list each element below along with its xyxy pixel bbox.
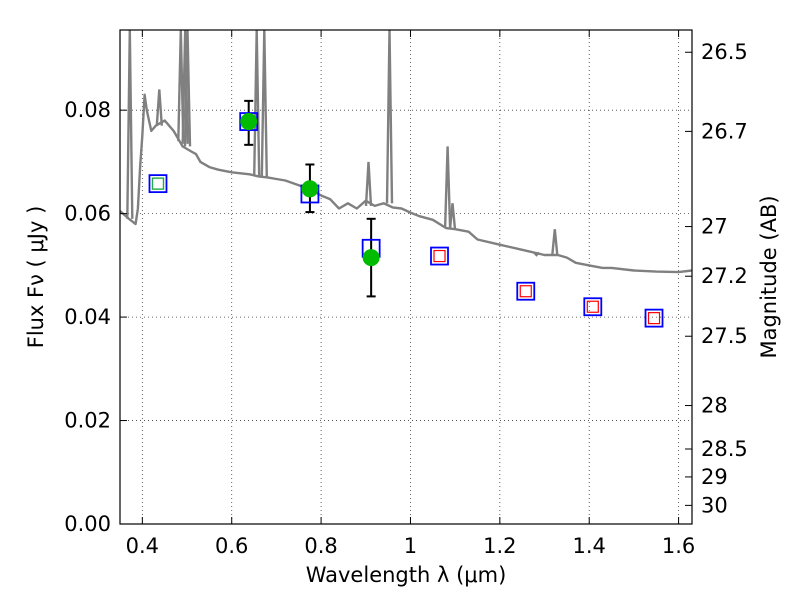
y-tick-label: 0.04 (64, 305, 111, 329)
y-tick-label: 0.00 (64, 512, 111, 536)
y-tick-label: 0.06 (64, 202, 111, 226)
observed-flux-point (301, 180, 319, 198)
y2-tick-label: 30 (701, 493, 728, 517)
model-spectrum-line (120, 93, 692, 274)
inner-marker-green (151, 177, 165, 190)
emission-line (253, 30, 261, 177)
x-tick-label: 1 (404, 534, 417, 558)
y2-tick-label: 26.7 (701, 119, 748, 143)
y2-axis-title: Magnitude (AB) (757, 195, 781, 358)
y-axis-title: Flux Fν ( μJy ) (24, 206, 48, 349)
inner-marker-red (519, 285, 532, 298)
emission-line (155, 89, 163, 126)
emission-line (260, 30, 268, 178)
x-tick-label: 0.4 (126, 534, 159, 558)
inner-marker-red (586, 300, 599, 313)
model-photometry-marker (644, 308, 664, 328)
emission-line (533, 251, 540, 257)
observed-flux-point (362, 249, 380, 267)
emission-line (448, 203, 457, 230)
emission-line (385, 30, 394, 204)
y2-tick-label: 27.2 (701, 264, 748, 288)
x-tick-label: 1.4 (573, 534, 606, 558)
y-tick-label: 0.02 (64, 409, 111, 433)
inner-marker-red (433, 249, 446, 263)
x-axis-title: Wavelength λ (μm) (306, 563, 507, 587)
y-tick-label: 0.08 (64, 98, 111, 122)
observed-flux-point (240, 113, 258, 131)
y2-tick-label: 27.5 (701, 324, 748, 348)
emission-line (443, 146, 452, 229)
y2-tick-label: 26.5 (701, 40, 748, 64)
x-tick-label: 1.6 (662, 534, 695, 558)
plot-area (120, 30, 692, 328)
x-tick-label: 0.6 (215, 534, 248, 558)
plot-frame (119, 29, 693, 525)
emission-line (364, 161, 373, 206)
y2-tick-label: 27 (701, 215, 728, 239)
y2-tick-label: 29 (701, 465, 728, 489)
model-photometry-marker (583, 297, 603, 317)
x-tick-label: 0.8 (304, 534, 337, 558)
emission-line (551, 229, 559, 256)
model-photometry-marker (516, 281, 536, 301)
inner-marker-red (647, 312, 661, 325)
model-photometry-marker (430, 246, 449, 266)
y2-tick-label: 28 (701, 394, 728, 418)
ticks: 0.4 0.6 0.8 1 1.2 1.4 1.6 0.00 0.02 0.04 0.06 0.08 2… (64, 30, 748, 558)
emission-line (126, 30, 134, 219)
model-photometry-marker (148, 174, 168, 194)
emission-line (183, 30, 192, 147)
x-tick-label: 1.2 (483, 534, 516, 558)
grid (120, 30, 692, 525)
y2-tick-label: 28.5 (701, 437, 748, 461)
